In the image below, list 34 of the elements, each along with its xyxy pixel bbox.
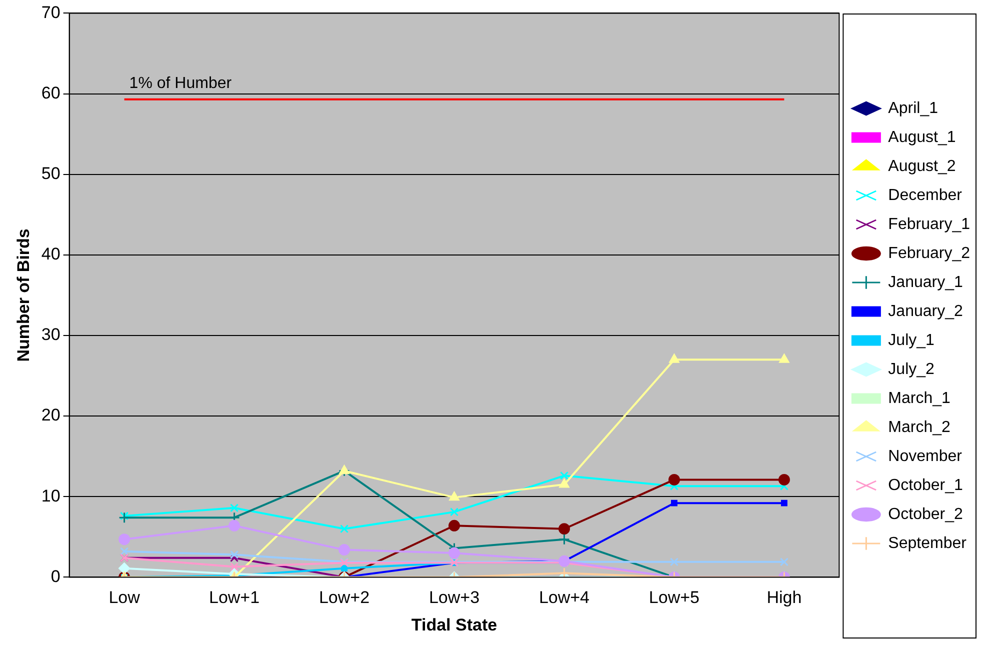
legend-label: February_1 [888, 216, 970, 233]
legend-label: September [888, 534, 968, 552]
legend-label: August_2 [888, 158, 956, 175]
x-tick-label: Low+3 [428, 588, 480, 608]
legend-label: December [888, 186, 963, 204]
y-tick-label: 10 [41, 486, 60, 506]
x-tick-label: Low+1 [208, 588, 260, 608]
legend-label: July_1 [888, 332, 935, 349]
legend-label: October_1 [888, 476, 963, 494]
legend-label: February_2 [888, 244, 970, 262]
legend-label: March_1 [888, 390, 951, 407]
y-tick-label: 0 [50, 566, 60, 586]
legend-label: January_1 [888, 274, 963, 291]
y-axis-title: Number of Birds [14, 228, 33, 362]
y-tick-label: 20 [41, 406, 60, 425]
ref-line-label: 1% of Humber [129, 74, 232, 92]
x-tick-label: Low [108, 588, 141, 608]
x-tick-label: Low+2 [318, 588, 370, 608]
y-tick-label: 70 [41, 2, 60, 22]
y-tick-label: 60 [41, 83, 60, 102]
legend-label: October_2 [888, 506, 963, 523]
legend-label: March_2 [888, 418, 951, 436]
x-axis-title: Tidal State [411, 615, 498, 634]
x-tick-label: High [766, 588, 802, 608]
x-tick-label: Low+4 [538, 588, 590, 608]
y-tick-label: 50 [41, 164, 60, 184]
legend-label: November [888, 448, 963, 465]
y-tick-label: 40 [41, 244, 60, 264]
legend-label: January_2 [888, 302, 963, 320]
legend-label: July_2 [888, 360, 935, 378]
y-tick-label: 30 [41, 325, 60, 344]
legend-label: April_1 [888, 100, 938, 117]
x-tick-label: Low+5 [648, 588, 700, 608]
legend-label: August_1 [888, 128, 956, 146]
